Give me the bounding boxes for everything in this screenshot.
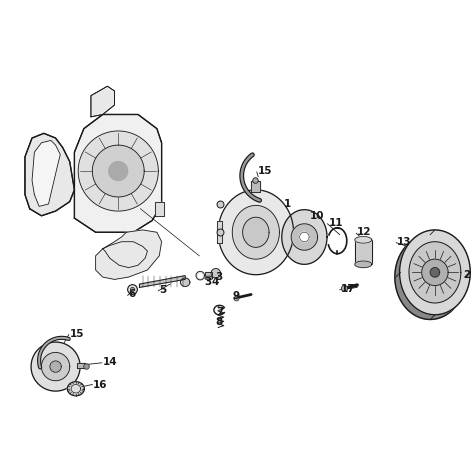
Text: 17: 17 xyxy=(341,284,356,294)
Polygon shape xyxy=(243,217,269,247)
Text: 5: 5 xyxy=(159,285,166,295)
Polygon shape xyxy=(139,276,185,287)
Text: 7: 7 xyxy=(216,308,223,318)
Text: 2: 2 xyxy=(463,270,470,280)
Polygon shape xyxy=(291,224,318,250)
Text: 14: 14 xyxy=(103,357,118,367)
Polygon shape xyxy=(355,240,372,264)
Text: 11: 11 xyxy=(329,218,343,228)
Polygon shape xyxy=(300,232,309,242)
Polygon shape xyxy=(67,382,84,396)
Polygon shape xyxy=(400,230,470,315)
Polygon shape xyxy=(41,353,70,381)
Polygon shape xyxy=(71,384,81,393)
Polygon shape xyxy=(50,361,61,372)
Polygon shape xyxy=(430,268,439,277)
Polygon shape xyxy=(282,210,327,264)
Ellipse shape xyxy=(355,261,372,268)
Polygon shape xyxy=(96,230,162,279)
Polygon shape xyxy=(109,162,128,181)
Polygon shape xyxy=(196,272,204,280)
Polygon shape xyxy=(77,363,85,367)
Text: 3: 3 xyxy=(216,272,223,282)
Polygon shape xyxy=(422,259,448,285)
Text: 15: 15 xyxy=(258,166,273,176)
Polygon shape xyxy=(211,269,220,278)
Text: 9: 9 xyxy=(232,291,239,301)
Polygon shape xyxy=(92,145,144,197)
Text: 4: 4 xyxy=(211,277,219,287)
Polygon shape xyxy=(91,86,115,117)
Text: 12: 12 xyxy=(357,228,372,237)
Polygon shape xyxy=(205,272,212,278)
Text: 13: 13 xyxy=(397,237,412,246)
Text: 15: 15 xyxy=(70,328,84,338)
Polygon shape xyxy=(198,274,202,277)
Polygon shape xyxy=(217,220,222,243)
Polygon shape xyxy=(181,278,190,286)
Polygon shape xyxy=(409,242,461,303)
Polygon shape xyxy=(155,201,164,216)
Polygon shape xyxy=(32,140,60,206)
Polygon shape xyxy=(31,342,80,391)
Polygon shape xyxy=(74,115,162,232)
Text: 16: 16 xyxy=(93,381,108,391)
Polygon shape xyxy=(232,205,279,259)
Polygon shape xyxy=(251,182,260,192)
Polygon shape xyxy=(78,131,158,211)
Polygon shape xyxy=(25,133,74,216)
Text: 10: 10 xyxy=(310,211,325,221)
Text: 3: 3 xyxy=(204,277,211,287)
Text: 8: 8 xyxy=(216,317,223,327)
Text: 1: 1 xyxy=(284,199,292,209)
Ellipse shape xyxy=(355,237,372,243)
Text: 6: 6 xyxy=(128,290,136,300)
Polygon shape xyxy=(395,235,465,319)
Polygon shape xyxy=(218,190,293,275)
Polygon shape xyxy=(205,276,212,280)
